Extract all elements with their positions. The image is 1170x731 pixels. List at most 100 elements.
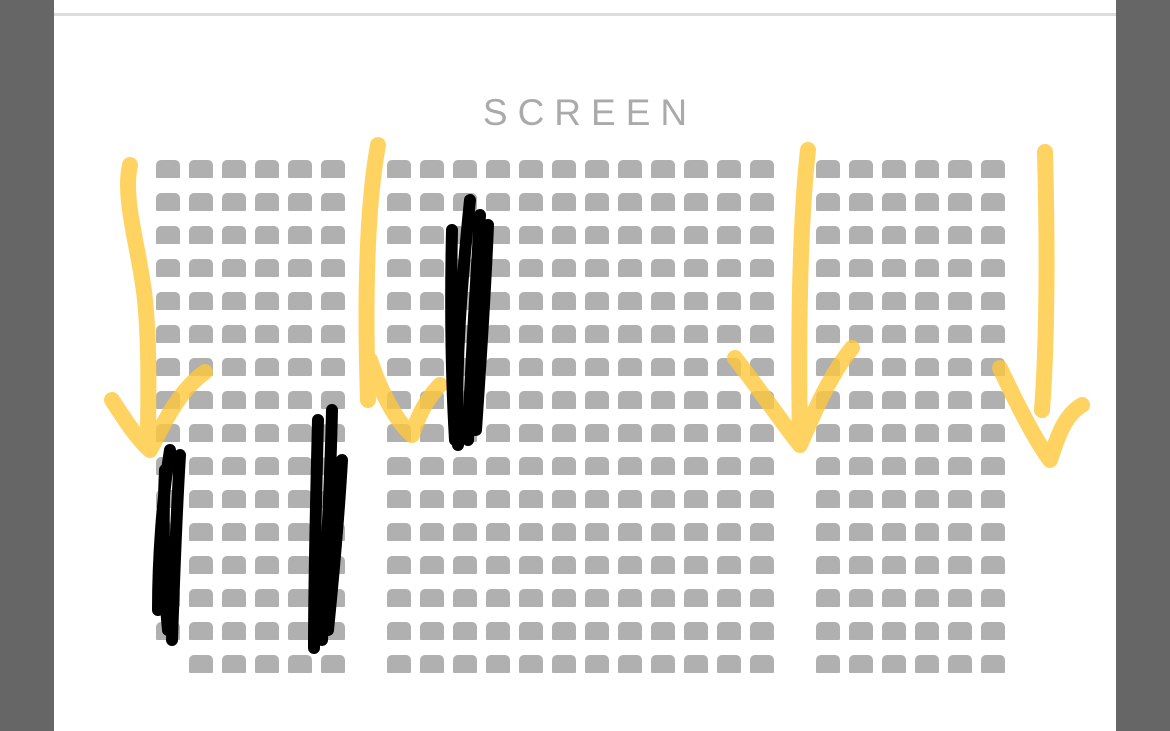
seat-center-r14-c3[interactable] — [453, 589, 477, 607]
seat-center-r10-c12[interactable] — [750, 457, 774, 475]
seat-center-r1-c3[interactable] — [453, 160, 477, 178]
seat-center-r13-c11[interactable] — [717, 556, 741, 574]
seat-center-r9-c10[interactable] — [684, 424, 708, 442]
seat-right-r12-c2[interactable] — [849, 523, 873, 541]
seat-center-r4-c10[interactable] — [684, 259, 708, 277]
seat-center-r10-c11[interactable] — [717, 457, 741, 475]
seat-left-r13-c5[interactable] — [288, 556, 312, 574]
seat-center-r3-c1[interactable] — [387, 226, 411, 244]
seat-left-r10-c5[interactable] — [288, 457, 312, 475]
seat-center-r6-c6[interactable] — [552, 325, 576, 343]
seat-center-r4-c6[interactable] — [552, 259, 576, 277]
seat-center-r2-c2[interactable] — [420, 193, 444, 211]
seat-center-r13-c12[interactable] — [750, 556, 774, 574]
seat-center-r1-c2[interactable] — [420, 160, 444, 178]
seat-right-r6-c4[interactable] — [915, 325, 939, 343]
seat-center-r1-c11[interactable] — [717, 160, 741, 178]
seat-left-r10-c3[interactable] — [222, 457, 246, 475]
seat-left-r15-c6[interactable] — [321, 622, 345, 640]
seat-center-r12-c11[interactable] — [717, 523, 741, 541]
seat-center-r13-c5[interactable] — [519, 556, 543, 574]
seat-center-r12-c8[interactable] — [618, 523, 642, 541]
seat-center-r11-c3[interactable] — [453, 490, 477, 508]
seat-left-r6-c4[interactable] — [255, 325, 279, 343]
seat-center-r2-c4[interactable] — [486, 193, 510, 211]
seat-center-r12-c9[interactable] — [651, 523, 675, 541]
seat-center-r5-c1[interactable] — [387, 292, 411, 310]
seat-left-r12-c3[interactable] — [222, 523, 246, 541]
seat-center-r2-c7[interactable] — [585, 193, 609, 211]
seat-right-r5-c4[interactable] — [915, 292, 939, 310]
seat-right-r6-c5[interactable] — [948, 325, 972, 343]
seat-left-r16-c5[interactable] — [288, 655, 312, 673]
seat-center-r6-c8[interactable] — [618, 325, 642, 343]
seat-center-r11-c2[interactable] — [420, 490, 444, 508]
seat-center-r10-c1[interactable] — [387, 457, 411, 475]
seat-right-r11-c2[interactable] — [849, 490, 873, 508]
seat-right-r4-c2[interactable] — [849, 259, 873, 277]
seat-center-r8-c8[interactable] — [618, 391, 642, 409]
seat-left-r3-c4[interactable] — [255, 226, 279, 244]
seat-center-r15-c10[interactable] — [684, 622, 708, 640]
seat-center-r14-c8[interactable] — [618, 589, 642, 607]
seat-center-r2-c6[interactable] — [552, 193, 576, 211]
seat-left-r2-c2[interactable] — [189, 193, 213, 211]
seat-left-r6-c3[interactable] — [222, 325, 246, 343]
seat-left-r9-c4[interactable] — [255, 424, 279, 442]
seat-center-r12-c12[interactable] — [750, 523, 774, 541]
seat-right-r15-c4[interactable] — [915, 622, 939, 640]
seat-center-r6-c2[interactable] — [420, 325, 444, 343]
seat-center-r12-c5[interactable] — [519, 523, 543, 541]
seat-center-r9-c12[interactable] — [750, 424, 774, 442]
seat-left-r8-c2[interactable] — [189, 391, 213, 409]
seat-center-r1-c4[interactable] — [486, 160, 510, 178]
seat-center-r9-c8[interactable] — [618, 424, 642, 442]
seat-left-r2-c1[interactable] — [156, 193, 180, 211]
seat-center-r9-c3[interactable] — [453, 424, 477, 442]
seat-center-r10-c2[interactable] — [420, 457, 444, 475]
seat-left-r12-c1[interactable] — [156, 523, 180, 541]
seat-left-r1-c5[interactable] — [288, 160, 312, 178]
seat-right-r4-c6[interactable] — [981, 259, 1005, 277]
seat-right-r14-c4[interactable] — [915, 589, 939, 607]
seat-center-r11-c8[interactable] — [618, 490, 642, 508]
seat-left-r9-c2[interactable] — [189, 424, 213, 442]
seat-right-r14-c3[interactable] — [882, 589, 906, 607]
seat-center-r8-c11[interactable] — [717, 391, 741, 409]
seat-left-r9-c6[interactable] — [321, 424, 345, 442]
seat-left-r4-c5[interactable] — [288, 259, 312, 277]
seat-left-r10-c6[interactable] — [321, 457, 345, 475]
seat-left-r8-c4[interactable] — [255, 391, 279, 409]
seat-center-r3-c10[interactable] — [684, 226, 708, 244]
seat-left-r15-c5[interactable] — [288, 622, 312, 640]
seat-left-r11-c5[interactable] — [288, 490, 312, 508]
seat-left-r9-c1[interactable] — [156, 424, 180, 442]
seat-right-r10-c5[interactable] — [948, 457, 972, 475]
seat-center-r6-c10[interactable] — [684, 325, 708, 343]
seat-center-r7-c1[interactable] — [387, 358, 411, 376]
seat-center-r15-c11[interactable] — [717, 622, 741, 640]
seat-left-r8-c1[interactable] — [156, 391, 180, 409]
seat-center-r6-c1[interactable] — [387, 325, 411, 343]
seat-center-r13-c9[interactable] — [651, 556, 675, 574]
seat-left-r14-c1[interactable] — [156, 589, 180, 607]
seat-right-r13-c6[interactable] — [981, 556, 1005, 574]
seat-left-r5-c3[interactable] — [222, 292, 246, 310]
seat-right-r15-c5[interactable] — [948, 622, 972, 640]
seat-center-r12-c4[interactable] — [486, 523, 510, 541]
seat-left-r5-c1[interactable] — [156, 292, 180, 310]
seat-left-r10-c1[interactable] — [156, 457, 180, 475]
seat-center-r14-c10[interactable] — [684, 589, 708, 607]
seat-left-r11-c4[interactable] — [255, 490, 279, 508]
seat-left-r11-c3[interactable] — [222, 490, 246, 508]
seat-right-r2-c6[interactable] — [981, 193, 1005, 211]
seat-right-r12-c3[interactable] — [882, 523, 906, 541]
seat-right-r1-c5[interactable] — [948, 160, 972, 178]
seat-center-r15-c9[interactable] — [651, 622, 675, 640]
seat-center-r13-c4[interactable] — [486, 556, 510, 574]
seat-right-r15-c3[interactable] — [882, 622, 906, 640]
seat-right-r16-c3[interactable] — [882, 655, 906, 673]
seat-center-r11-c12[interactable] — [750, 490, 774, 508]
seat-right-r5-c5[interactable] — [948, 292, 972, 310]
seat-right-r8-c4[interactable] — [915, 391, 939, 409]
